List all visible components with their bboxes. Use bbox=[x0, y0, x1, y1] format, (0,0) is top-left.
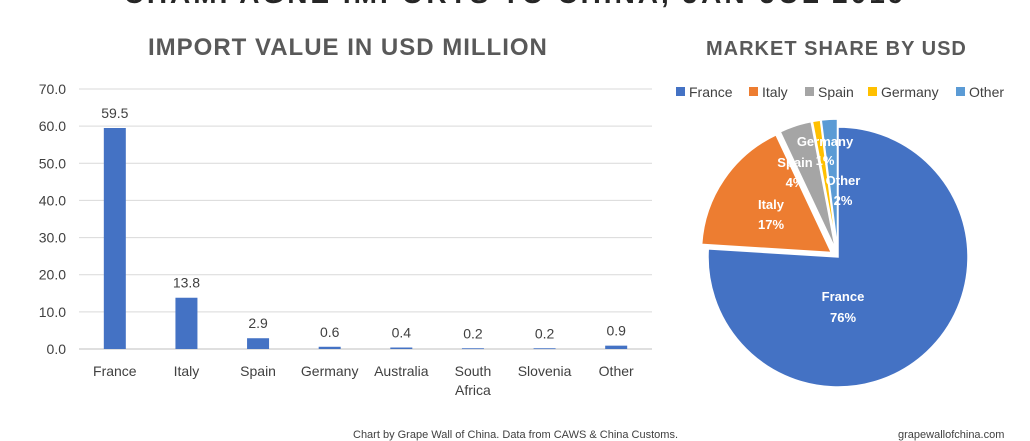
footer-site-link: grapewallofchina.com bbox=[898, 429, 1005, 441]
pie-slice-name-label: Other bbox=[826, 173, 861, 188]
pie-slice-value-label: 2% bbox=[834, 193, 853, 208]
x-tick-label: Italy bbox=[174, 363, 200, 379]
y-tick-label: 0.0 bbox=[47, 341, 67, 357]
pie-slice bbox=[700, 133, 833, 254]
bar-value-label: 13.8 bbox=[173, 275, 200, 291]
x-tick-label: Slovenia bbox=[518, 363, 572, 379]
y-tick-label: 50.0 bbox=[39, 155, 66, 171]
bar-chart-title: IMPORT VALUE IN USD MILLION bbox=[148, 34, 548, 61]
legend-swatch bbox=[868, 87, 877, 96]
x-tick-label: Other bbox=[599, 363, 634, 379]
bar-value-label: 2.9 bbox=[248, 315, 268, 331]
pie-slice-name-label: France bbox=[822, 289, 865, 304]
y-tick-label: 10.0 bbox=[39, 304, 66, 320]
bar bbox=[605, 345, 628, 349]
pie-slice bbox=[811, 119, 838, 250]
bar-value-label: 0.2 bbox=[535, 325, 555, 341]
pie-slice-value-label: 17% bbox=[758, 217, 784, 232]
pie-slice-value-label: 76% bbox=[830, 310, 856, 325]
bar-value-label: 59.5 bbox=[101, 105, 128, 121]
footer-source-note: Chart by Grape Wall of China. Data from … bbox=[353, 429, 679, 441]
bar-value-label: 0.2 bbox=[463, 325, 483, 341]
legend-swatch bbox=[749, 87, 758, 96]
legend-swatch bbox=[805, 87, 814, 96]
legend-label: Germany bbox=[881, 84, 939, 100]
bar bbox=[461, 348, 484, 350]
legend-swatch bbox=[676, 87, 685, 96]
bar bbox=[318, 346, 341, 349]
x-tick-label: Germany bbox=[301, 363, 359, 379]
legend-label: Spain bbox=[818, 84, 854, 100]
page-title: CHAMPAGNE IMPORTS TO CHINA, JAN-JUL 2019 bbox=[0, 0, 1030, 8]
pie-slice bbox=[779, 120, 837, 250]
pie-slice-name-label: Spain bbox=[777, 155, 812, 170]
bar bbox=[390, 347, 413, 349]
pie-slice-name-label: Italy bbox=[758, 197, 785, 212]
bar bbox=[247, 338, 270, 349]
x-tick-label: France bbox=[93, 363, 137, 379]
pie-slice-value-label: 4% bbox=[786, 175, 805, 190]
bar-value-label: 0.9 bbox=[606, 323, 626, 339]
legend-label: France bbox=[689, 84, 733, 100]
pie-chart-title: MARKET SHARE BY USD bbox=[706, 38, 967, 60]
bar bbox=[103, 128, 126, 349]
legend-swatch bbox=[956, 87, 965, 96]
x-tick-label: Spain bbox=[240, 363, 276, 379]
bar bbox=[175, 297, 198, 349]
pie-slice-value-label: 1% bbox=[816, 153, 835, 168]
y-tick-label: 30.0 bbox=[39, 230, 66, 246]
y-tick-label: 20.0 bbox=[39, 267, 66, 283]
x-tick-label: Africa bbox=[455, 382, 491, 398]
legend-label: Other bbox=[969, 84, 1004, 100]
pie-slice-name-label: Germany bbox=[797, 134, 854, 149]
y-tick-label: 40.0 bbox=[39, 192, 66, 208]
x-tick-label: South bbox=[455, 363, 492, 379]
bar-value-label: 0.6 bbox=[320, 324, 340, 340]
legend-label: Italy bbox=[762, 84, 788, 100]
bar-value-label: 0.4 bbox=[392, 325, 412, 341]
pie-slice bbox=[820, 118, 839, 250]
y-tick-label: 70.0 bbox=[39, 81, 66, 97]
bar bbox=[533, 348, 556, 350]
y-tick-label: 60.0 bbox=[39, 118, 66, 134]
pie-slice bbox=[707, 126, 969, 388]
x-tick-label: Australia bbox=[374, 363, 429, 379]
